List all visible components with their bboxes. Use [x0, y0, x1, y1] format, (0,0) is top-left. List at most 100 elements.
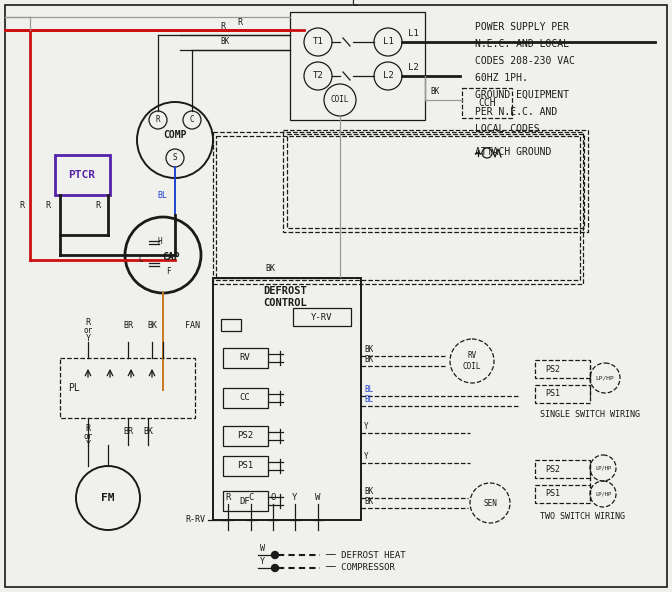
Text: F: F	[166, 266, 170, 275]
Text: LOCAL CODES.: LOCAL CODES.	[475, 124, 546, 134]
Text: PTCR: PTCR	[69, 170, 95, 180]
Text: C: C	[138, 256, 143, 265]
Text: GROUND EQUIPMENT: GROUND EQUIPMENT	[475, 90, 569, 100]
Text: CODES 208-230 VAC: CODES 208-230 VAC	[475, 56, 575, 66]
Text: or: or	[83, 326, 93, 335]
Text: LP/HP: LP/HP	[595, 465, 611, 471]
Text: C: C	[190, 115, 194, 124]
Bar	[535, 385, 590, 403]
Text: R: R	[46, 201, 50, 210]
Text: N.E.C. AND LOCAL: N.E.C. AND LOCAL	[475, 39, 569, 49]
Text: BK: BK	[220, 37, 229, 46]
Bar	[213, 278, 361, 520]
Bar	[293, 308, 351, 326]
Text: Y: Y	[85, 440, 91, 449]
Text: R-RV: R-RV	[185, 516, 205, 525]
Text: PL: PL	[68, 383, 80, 393]
Text: S: S	[173, 153, 177, 162]
Text: BL: BL	[364, 395, 373, 404]
Text: Y-RV: Y-RV	[311, 313, 333, 321]
Text: 60HZ 1PH.: 60HZ 1PH.	[475, 73, 528, 83]
Text: COIL: COIL	[331, 95, 349, 105]
Bar	[223, 491, 268, 511]
Bar	[283, 130, 588, 232]
Text: BK: BK	[430, 87, 439, 96]
Text: BL: BL	[157, 191, 167, 200]
Text: DEFROST: DEFROST	[263, 286, 306, 296]
Text: PS1: PS1	[237, 462, 253, 471]
Text: L2: L2	[382, 72, 393, 81]
Bar	[55, 155, 110, 195]
Text: COMP: COMP	[163, 130, 187, 140]
Text: or: or	[83, 432, 93, 441]
Text: R: R	[156, 115, 161, 124]
Text: ATTACH GROUND: ATTACH GROUND	[475, 147, 551, 157]
Text: RV: RV	[240, 353, 251, 362]
Text: T2: T2	[312, 72, 323, 81]
Text: PS2: PS2	[545, 465, 560, 474]
Bar	[290, 12, 425, 120]
Text: BR: BR	[123, 321, 133, 330]
Bar	[213, 132, 583, 284]
Text: Y: Y	[364, 422, 369, 431]
Bar	[287, 134, 584, 228]
Text: R: R	[19, 201, 24, 210]
Text: R: R	[85, 424, 91, 433]
Bar	[535, 360, 590, 378]
Text: R: R	[85, 318, 91, 327]
Text: PS2: PS2	[237, 432, 253, 440]
Text: L1: L1	[408, 29, 419, 38]
Text: SEN: SEN	[483, 498, 497, 507]
Bar	[535, 485, 590, 503]
Circle shape	[271, 565, 278, 571]
Circle shape	[271, 552, 278, 558]
Text: ── COMPRESSOR: ── COMPRESSOR	[325, 564, 395, 572]
Text: W: W	[315, 493, 321, 502]
Text: Y: Y	[85, 334, 91, 343]
Text: BK: BK	[364, 355, 373, 364]
Text: O: O	[270, 493, 276, 502]
Bar	[223, 456, 268, 476]
Text: PS1: PS1	[545, 390, 560, 398]
Text: FM: FM	[101, 493, 115, 503]
Text: T1: T1	[312, 37, 323, 47]
Text: L2: L2	[408, 63, 419, 72]
Text: CCH: CCH	[478, 98, 496, 108]
Text: W: W	[260, 544, 265, 553]
Text: PER N.E.C. AND: PER N.E.C. AND	[475, 107, 557, 117]
Text: DF: DF	[240, 497, 251, 506]
Text: C: C	[249, 493, 254, 502]
Text: TWO SWITCH WIRING: TWO SWITCH WIRING	[540, 512, 625, 521]
Bar	[535, 460, 590, 478]
Text: FAN: FAN	[185, 320, 200, 330]
Text: Y: Y	[292, 493, 298, 502]
Text: RV
COIL: RV COIL	[463, 351, 481, 371]
Text: POWER SUPPLY PER: POWER SUPPLY PER	[475, 22, 569, 32]
Text: BL: BL	[364, 385, 373, 394]
Text: BK: BK	[364, 497, 373, 506]
Text: BK: BK	[265, 264, 275, 273]
Text: ── DEFROST HEAT: ── DEFROST HEAT	[325, 551, 406, 559]
Bar	[221, 319, 241, 331]
Text: BK: BK	[364, 345, 373, 354]
Text: R: R	[237, 18, 243, 27]
Text: CAP: CAP	[162, 252, 180, 262]
Bar	[60, 358, 195, 418]
Text: LP/HP: LP/HP	[595, 491, 611, 497]
Text: CONTROL: CONTROL	[263, 298, 306, 308]
Text: PS2: PS2	[545, 365, 560, 374]
Text: PS1: PS1	[545, 490, 560, 498]
Text: Y: Y	[364, 452, 369, 461]
Text: R: R	[95, 201, 101, 210]
Bar	[223, 388, 268, 408]
Text: R: R	[225, 493, 230, 502]
Text: L1: L1	[382, 37, 393, 47]
Text: BK: BK	[143, 427, 153, 436]
Text: R: R	[220, 22, 225, 31]
Text: C: C	[351, 0, 358, 8]
Text: SINGLE SWITCH WIRING: SINGLE SWITCH WIRING	[540, 410, 640, 419]
Bar	[462, 88, 512, 118]
Text: Y: Y	[260, 557, 265, 566]
Text: LP/HP: LP/HP	[595, 375, 614, 381]
Text: H: H	[158, 236, 163, 246]
